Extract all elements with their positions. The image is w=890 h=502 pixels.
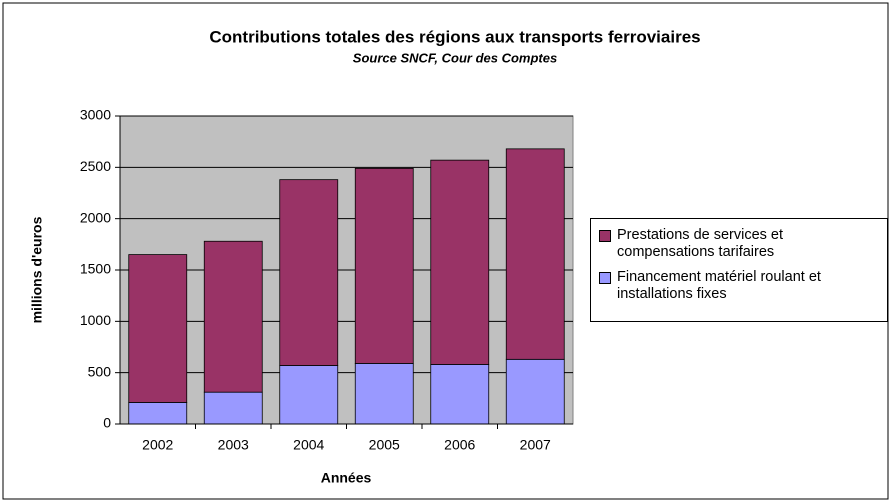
bar-segment xyxy=(203,391,263,425)
bar-segment xyxy=(128,254,188,403)
bar-segment xyxy=(279,365,339,425)
x-tick-label: 2006 xyxy=(444,437,475,453)
bar-segment xyxy=(279,179,339,366)
bar-segment xyxy=(430,159,490,365)
bar-segment xyxy=(203,240,263,393)
legend: Prestations de services et compensations… xyxy=(590,218,888,322)
y-axis-label: millions d'euros xyxy=(29,216,45,323)
bar-segment xyxy=(505,148,565,360)
y-tick-label: 1500 xyxy=(80,261,111,277)
legend-swatch xyxy=(599,230,611,242)
legend-item: Prestations de services et compensations… xyxy=(599,227,883,261)
x-tick-label: 2007 xyxy=(520,437,551,453)
bar-segment xyxy=(354,167,414,364)
x-tick-label: 2003 xyxy=(218,437,249,453)
bar-segment xyxy=(128,402,188,425)
x-tick-label: 2004 xyxy=(293,437,324,453)
legend-swatch xyxy=(599,272,611,284)
x-tick-label: 2005 xyxy=(369,437,400,453)
x-axis-label: Années xyxy=(321,470,372,486)
legend-label: Financement matériel roulant et installa… xyxy=(617,269,821,302)
legend-item: Financement matériel roulant et installa… xyxy=(599,269,883,303)
bar-segment xyxy=(354,363,414,425)
legend-label: Prestations de services et compensations… xyxy=(617,227,784,260)
y-tick-label: 3000 xyxy=(80,107,111,123)
x-tick-label: 2002 xyxy=(142,437,173,453)
chart-title: Contributions totales des régions aux tr… xyxy=(209,27,700,46)
y-tick-label: 2500 xyxy=(80,158,111,174)
bar-segment xyxy=(505,358,565,425)
chart-subtitle: Source SNCF, Cour des Comptes xyxy=(353,50,557,65)
bar-segment xyxy=(430,364,490,425)
y-tick-label: 1000 xyxy=(80,312,111,328)
y-tick-label: 0 xyxy=(103,415,111,431)
y-tick-label: 500 xyxy=(88,363,112,379)
y-tick-label: 2000 xyxy=(80,209,111,225)
